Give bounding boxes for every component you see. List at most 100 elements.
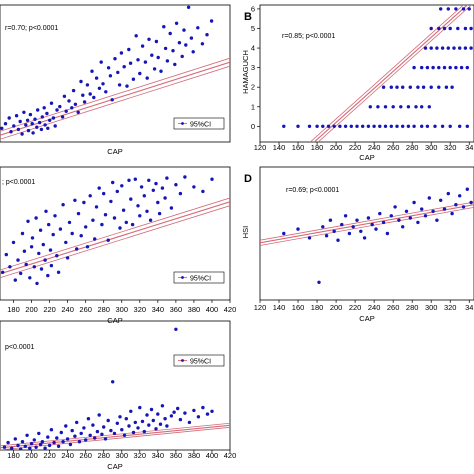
data-point	[77, 440, 82, 444]
data-point	[75, 247, 79, 251]
data-point	[70, 428, 74, 433]
data-point	[45, 111, 49, 116]
x-axis-title: CAP	[107, 462, 122, 471]
data-point	[88, 194, 92, 198]
x-tick-label: 400	[206, 305, 219, 314]
plot-area	[282, 5, 473, 142]
data-point	[172, 410, 176, 414]
data-point	[91, 423, 95, 427]
legend-box	[173, 117, 225, 130]
data-point	[100, 222, 104, 227]
data-point	[366, 124, 371, 128]
data-point	[165, 176, 169, 180]
data-point	[43, 258, 47, 262]
data-point	[127, 178, 131, 182]
data-point	[46, 126, 50, 130]
data-point	[94, 205, 99, 209]
data-point	[36, 108, 40, 112]
data-point	[192, 408, 196, 413]
data-point	[174, 183, 178, 187]
data-point	[165, 424, 169, 428]
data-point	[427, 105, 431, 109]
x-tick-label: 140	[273, 303, 286, 312]
data-point	[187, 420, 192, 425]
data-point	[128, 61, 133, 65]
data-point	[28, 276, 32, 280]
data-point	[131, 77, 136, 81]
data-point	[429, 46, 433, 50]
x-tick-label: 300	[116, 305, 129, 314]
data-point	[461, 205, 466, 209]
data-point	[177, 41, 182, 45]
data-point	[25, 118, 30, 123]
data-point	[176, 406, 180, 411]
data-point	[1, 270, 5, 274]
data-point	[116, 70, 120, 75]
data-point	[113, 57, 117, 61]
data-point	[124, 417, 128, 421]
data-point	[145, 209, 149, 213]
data-point	[147, 178, 151, 182]
data-point	[183, 175, 187, 179]
data-point	[401, 85, 405, 89]
plot-area	[260, 187, 474, 284]
data-point	[95, 429, 100, 434]
data-point	[420, 207, 424, 211]
plot-frame	[259, 4, 474, 143]
data-point	[391, 105, 395, 109]
data-point	[133, 420, 137, 425]
y-tick-label: 1	[251, 102, 255, 111]
data-point	[56, 270, 61, 274]
data-point	[86, 417, 91, 421]
y-tick-label: 2	[251, 83, 255, 92]
data-point	[16, 258, 20, 262]
data-point	[150, 53, 154, 57]
data-point	[85, 83, 90, 87]
data-point	[429, 26, 433, 31]
panel-letter: D	[244, 173, 252, 185]
data-point	[55, 254, 59, 258]
data-point	[343, 214, 348, 218]
x-tick-label: 34	[465, 143, 473, 152]
data-point	[106, 66, 111, 70]
plot-frame	[0, 166, 231, 301]
data-point	[439, 198, 443, 202]
data-point	[84, 225, 88, 229]
y-tick-label: 3	[251, 63, 255, 72]
data-point	[440, 124, 445, 128]
data-point	[351, 225, 355, 229]
stat-annotation: r=0.69; p<0.0001	[286, 187, 339, 194]
data-point	[370, 222, 374, 227]
data-point	[416, 220, 420, 225]
confidence-band-line	[0, 197, 230, 271]
data-point	[38, 228, 43, 232]
data-point	[317, 280, 321, 284]
data-point	[416, 85, 420, 89]
legend-swatch-point	[181, 359, 184, 362]
x-tick-label: 300	[425, 303, 438, 312]
data-point	[24, 262, 28, 267]
data-point	[448, 26, 452, 31]
data-point	[282, 231, 286, 236]
plot-frame	[0, 320, 231, 451]
x-tick-label: 200	[330, 143, 343, 152]
data-point	[446, 191, 450, 196]
data-point	[37, 251, 41, 256]
data-point	[332, 124, 336, 128]
legend-swatch-point	[181, 122, 184, 125]
data-point	[112, 216, 117, 220]
data-point	[62, 94, 67, 99]
data-point	[0, 126, 4, 130]
data-point	[385, 231, 390, 236]
data-point	[122, 65, 126, 69]
data-point	[124, 220, 128, 225]
data-point	[156, 55, 160, 60]
data-point	[139, 185, 144, 189]
data-point	[138, 214, 142, 218]
y-tick-label: 5	[251, 24, 255, 33]
data-point	[26, 128, 31, 133]
x-tick-label: 240	[61, 305, 74, 314]
x-tick-label: 280	[406, 143, 419, 152]
data-point	[192, 185, 196, 189]
x-tick-label: 180	[311, 143, 324, 152]
